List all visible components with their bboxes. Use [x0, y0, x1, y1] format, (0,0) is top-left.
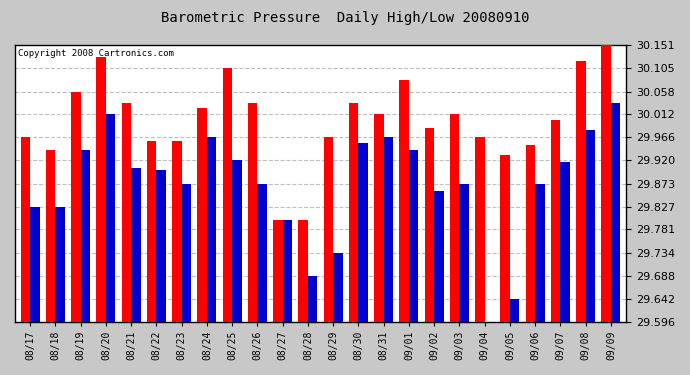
Bar — [97, 57, 106, 322]
Bar — [21, 137, 30, 322]
Bar — [460, 184, 469, 322]
Bar — [510, 299, 520, 322]
Bar — [324, 137, 333, 322]
Bar — [55, 207, 65, 322]
Bar — [106, 114, 115, 322]
Bar — [207, 137, 217, 322]
Bar — [30, 207, 40, 322]
Bar — [283, 220, 293, 322]
Bar — [500, 155, 510, 322]
Bar — [400, 80, 409, 322]
Bar — [348, 103, 358, 322]
Bar — [576, 61, 586, 322]
Bar — [333, 253, 343, 322]
Bar — [601, 45, 611, 322]
Bar — [434, 191, 444, 322]
Bar — [257, 184, 267, 322]
Bar — [147, 141, 157, 322]
Bar — [71, 92, 81, 322]
Bar — [424, 128, 434, 322]
Bar — [172, 141, 181, 322]
Bar — [611, 103, 620, 322]
Bar — [551, 120, 560, 322]
Bar — [374, 114, 384, 322]
Bar — [232, 160, 241, 322]
Bar — [298, 220, 308, 322]
Bar — [131, 168, 141, 322]
Bar — [46, 150, 55, 322]
Bar — [560, 162, 570, 322]
Bar — [121, 103, 131, 322]
Bar — [308, 276, 317, 322]
Bar — [526, 146, 535, 322]
Bar — [273, 220, 283, 322]
Bar — [535, 184, 544, 322]
Bar — [157, 170, 166, 322]
Bar — [409, 150, 418, 322]
Text: Copyright 2008 Cartronics.com: Copyright 2008 Cartronics.com — [18, 50, 174, 58]
Bar — [223, 68, 232, 322]
Bar — [384, 137, 393, 322]
Bar — [197, 108, 207, 322]
Bar — [248, 103, 257, 322]
Bar — [475, 137, 484, 322]
Bar — [586, 130, 595, 322]
Bar — [181, 184, 191, 322]
Bar — [450, 114, 460, 322]
Bar — [358, 143, 368, 322]
Bar — [81, 150, 90, 322]
Text: Barometric Pressure  Daily High/Low 20080910: Barometric Pressure Daily High/Low 20080… — [161, 11, 529, 25]
